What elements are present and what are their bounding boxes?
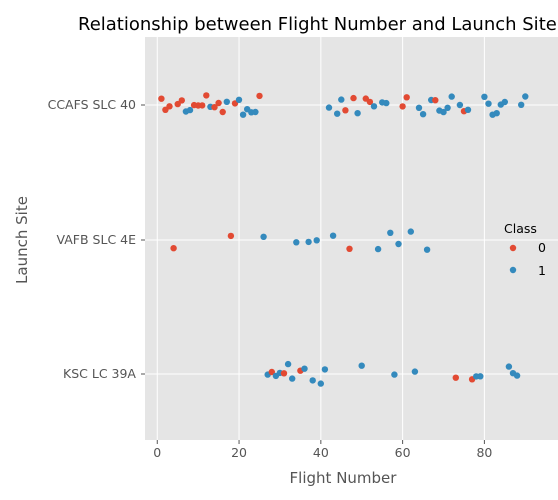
data-point xyxy=(464,106,472,114)
y-tick-label: KSC LC 39A xyxy=(63,366,136,381)
x-axis-ticks: 0 20 40 60 80 xyxy=(153,440,492,460)
data-point xyxy=(387,229,394,236)
y-tick-label: CCAFS SLC 40 xyxy=(48,97,136,112)
chart-title: Relationship between Flight Number and L… xyxy=(78,14,557,35)
data-point xyxy=(178,97,185,104)
legend-title: Class xyxy=(504,221,537,236)
x-tick-label: 40 xyxy=(313,445,329,460)
data-point xyxy=(346,245,353,252)
data-point xyxy=(203,92,210,99)
data-point xyxy=(305,238,312,246)
legend-label-class-0: 0 xyxy=(538,240,546,255)
data-point xyxy=(354,110,361,117)
data-point xyxy=(301,365,308,372)
x-tick-label: 80 xyxy=(476,445,492,460)
data-point xyxy=(399,103,406,110)
data-point xyxy=(211,104,218,111)
data-point xyxy=(170,245,177,252)
data-point xyxy=(334,110,341,117)
data-point xyxy=(403,94,410,101)
data-point xyxy=(477,373,484,380)
data-point xyxy=(252,108,259,116)
data-point xyxy=(481,93,488,101)
y-axis-ticks: CCAFS SLC 40 VAFB SLC 4E KSC LC 39A xyxy=(48,97,145,381)
data-point xyxy=(485,100,492,107)
data-point xyxy=(358,362,365,369)
data-point xyxy=(223,98,230,106)
data-point xyxy=(309,377,316,384)
data-point xyxy=(391,371,398,378)
data-point xyxy=(186,106,194,114)
data-point xyxy=(321,366,329,373)
data-point xyxy=(407,228,414,235)
data-point xyxy=(317,380,324,387)
data-point xyxy=(415,104,423,112)
data-point xyxy=(423,246,431,253)
data-point xyxy=(219,108,226,116)
data-point xyxy=(158,95,165,102)
legend-marker-class-1 xyxy=(509,266,517,274)
data-point xyxy=(395,240,402,248)
x-axis-label: Flight Number xyxy=(290,469,398,487)
data-point xyxy=(432,97,439,104)
data-point xyxy=(235,96,243,104)
data-point xyxy=(505,363,513,370)
data-point xyxy=(289,375,296,382)
x-tick-label: 20 xyxy=(231,445,247,460)
data-point xyxy=(501,98,508,106)
legend-label-class-1: 1 xyxy=(538,263,546,278)
data-point xyxy=(239,111,247,118)
data-point xyxy=(293,239,300,246)
data-point xyxy=(199,102,206,109)
data-point xyxy=(522,93,529,100)
data-point xyxy=(313,237,320,244)
data-points xyxy=(158,92,529,387)
data-point xyxy=(256,92,263,100)
data-point xyxy=(260,233,267,240)
data-point xyxy=(325,104,333,111)
data-point xyxy=(493,110,500,117)
data-point xyxy=(374,245,382,253)
data-point xyxy=(280,370,288,377)
data-point xyxy=(366,98,374,106)
data-point xyxy=(370,103,378,110)
y-tick-label: VAFB SLC 4E xyxy=(57,232,137,247)
data-point xyxy=(284,360,292,368)
data-point xyxy=(419,111,427,118)
data-point xyxy=(342,107,349,114)
data-point xyxy=(440,108,447,116)
data-point xyxy=(350,94,357,102)
data-point xyxy=(518,101,525,109)
data-point xyxy=(338,96,345,103)
legend-marker-class-0 xyxy=(509,244,517,252)
data-point xyxy=(456,101,464,109)
data-point xyxy=(166,103,173,110)
data-point xyxy=(268,368,275,376)
data-point xyxy=(329,232,337,239)
legend: Class 0 1 xyxy=(504,221,546,278)
data-point xyxy=(513,372,521,379)
data-point xyxy=(452,374,459,381)
x-tick-label: 60 xyxy=(395,445,411,460)
data-point xyxy=(227,232,235,240)
x-tick-label: 0 xyxy=(153,445,161,460)
data-point xyxy=(174,100,181,108)
data-point xyxy=(411,368,419,375)
data-point xyxy=(448,93,455,100)
data-point xyxy=(383,99,390,107)
data-point xyxy=(444,104,451,112)
data-point xyxy=(215,99,222,107)
y-axis-label: Launch Site xyxy=(13,196,31,284)
